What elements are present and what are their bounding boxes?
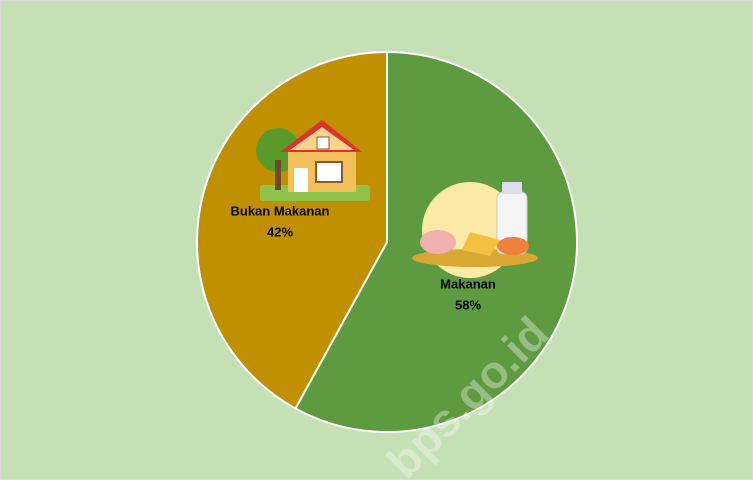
house-icon bbox=[256, 120, 370, 201]
slice-value-label: 58% bbox=[455, 297, 481, 312]
slice-label: Makanan bbox=[440, 276, 496, 291]
food-icon bbox=[412, 182, 538, 278]
slice-value-label: 42% bbox=[267, 224, 293, 239]
slice-label: Bukan Makanan bbox=[231, 203, 330, 218]
